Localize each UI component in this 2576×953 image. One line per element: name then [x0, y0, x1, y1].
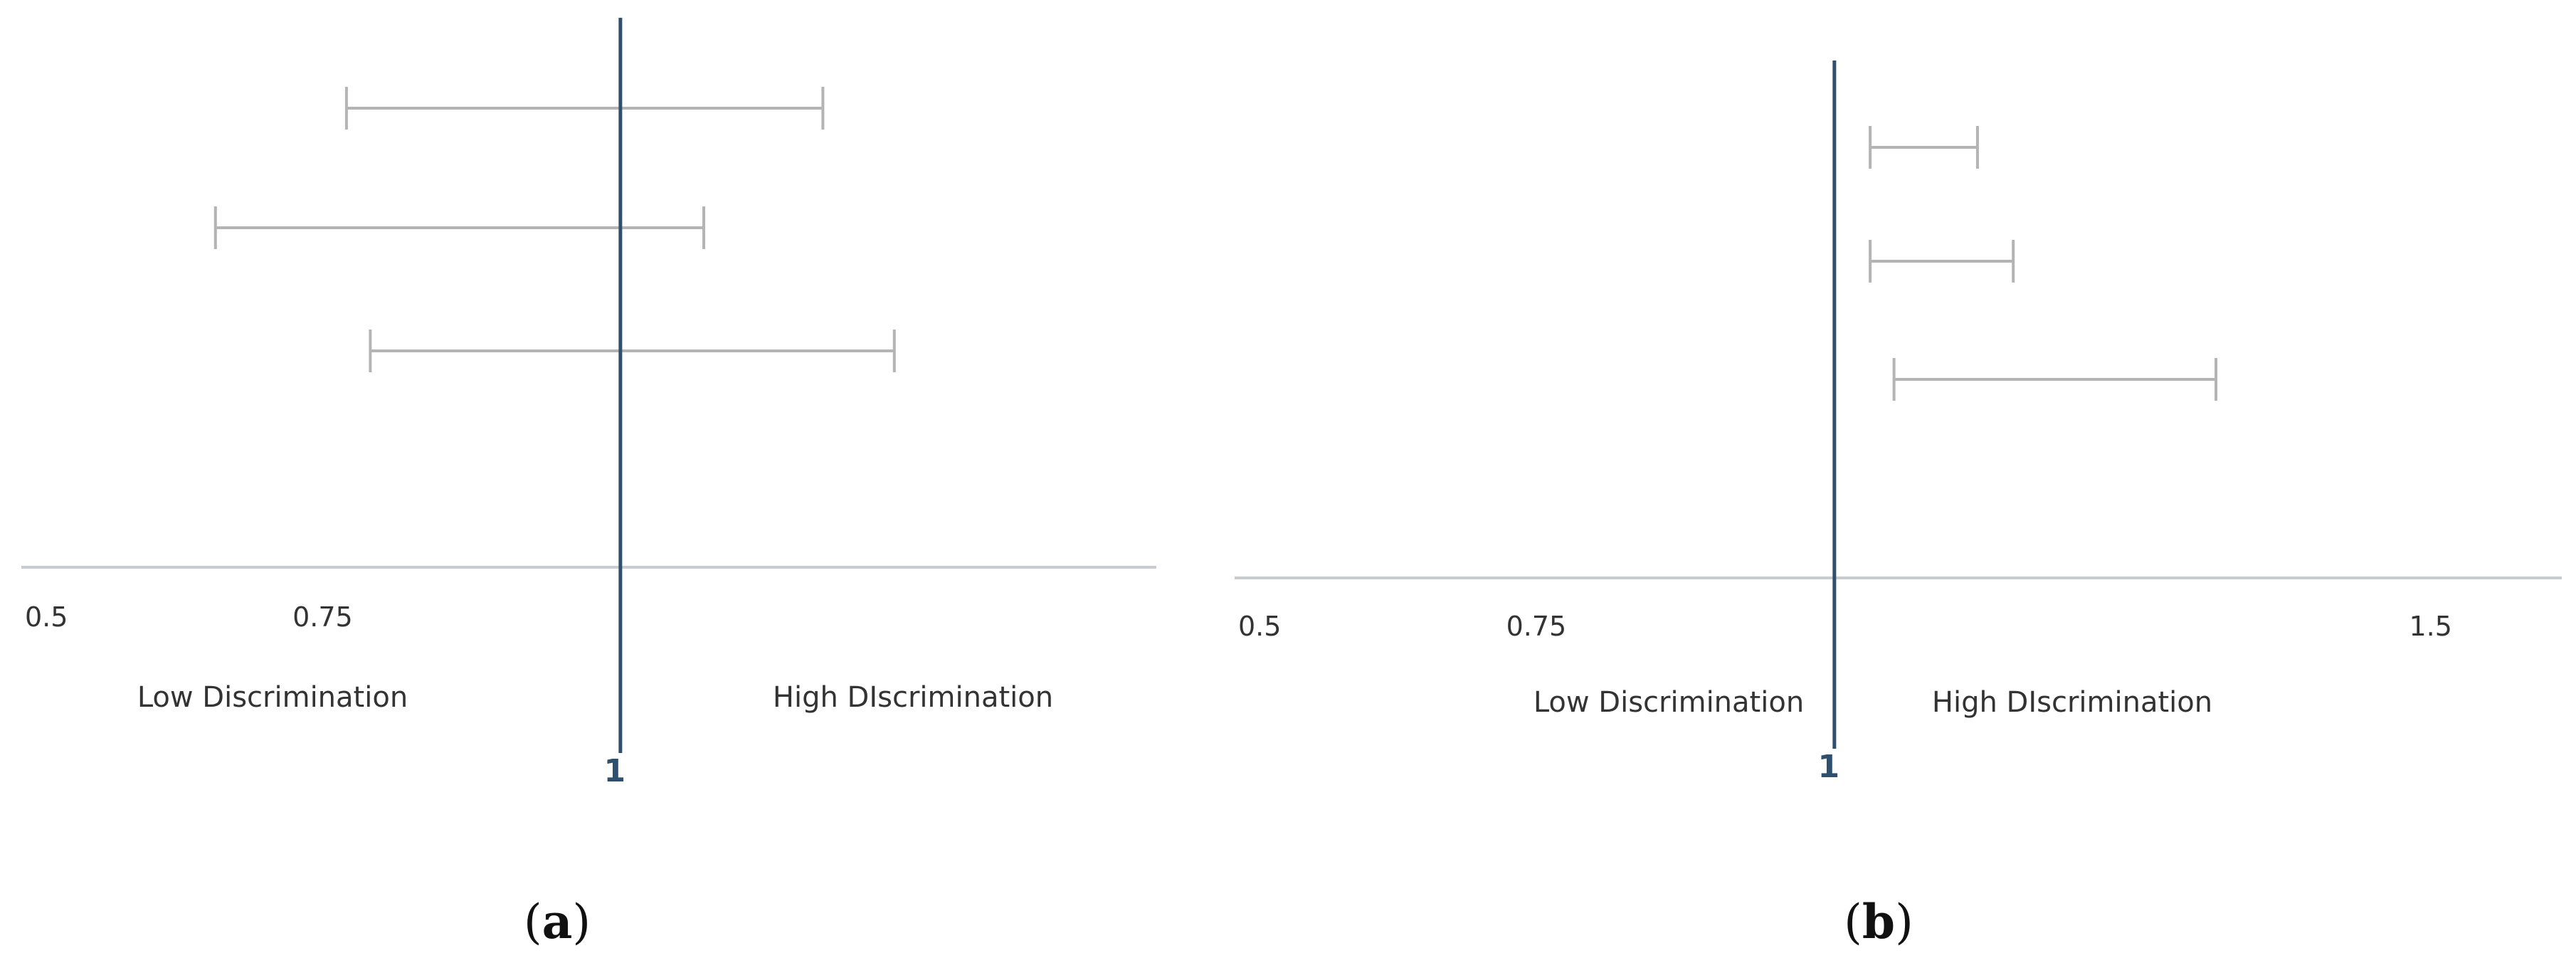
confidence-interval — [1892, 358, 2218, 401]
high-discrimination-label: High DIscrimination — [1932, 686, 2212, 719]
high-discrimination-label: High DIscrimination — [773, 681, 1053, 714]
panel-caption: (b) — [1844, 894, 1913, 949]
low-discrimination-label: Low Discrimination — [1534, 686, 1804, 719]
confidence-interval — [369, 330, 896, 372]
confidence-interval — [1869, 240, 2015, 283]
x-tick-label: 0.5 — [1238, 611, 1281, 642]
low-discrimination-label: Low Discrimination — [137, 681, 408, 714]
panel-caption: (a) — [524, 894, 591, 949]
confidence-interval — [213, 206, 705, 249]
confidence-interval — [344, 87, 825, 130]
reference-value-label: 1 — [1818, 749, 1840, 785]
reference-value-label: 1 — [604, 753, 626, 789]
confidence-interval — [1869, 126, 1979, 169]
x-tick-label: 1.5 — [2409, 611, 2451, 642]
x-tick-label: 0.75 — [292, 601, 353, 633]
x-tick-label: 0.75 — [1506, 611, 1567, 642]
x-tick-label: 0.5 — [25, 601, 68, 633]
